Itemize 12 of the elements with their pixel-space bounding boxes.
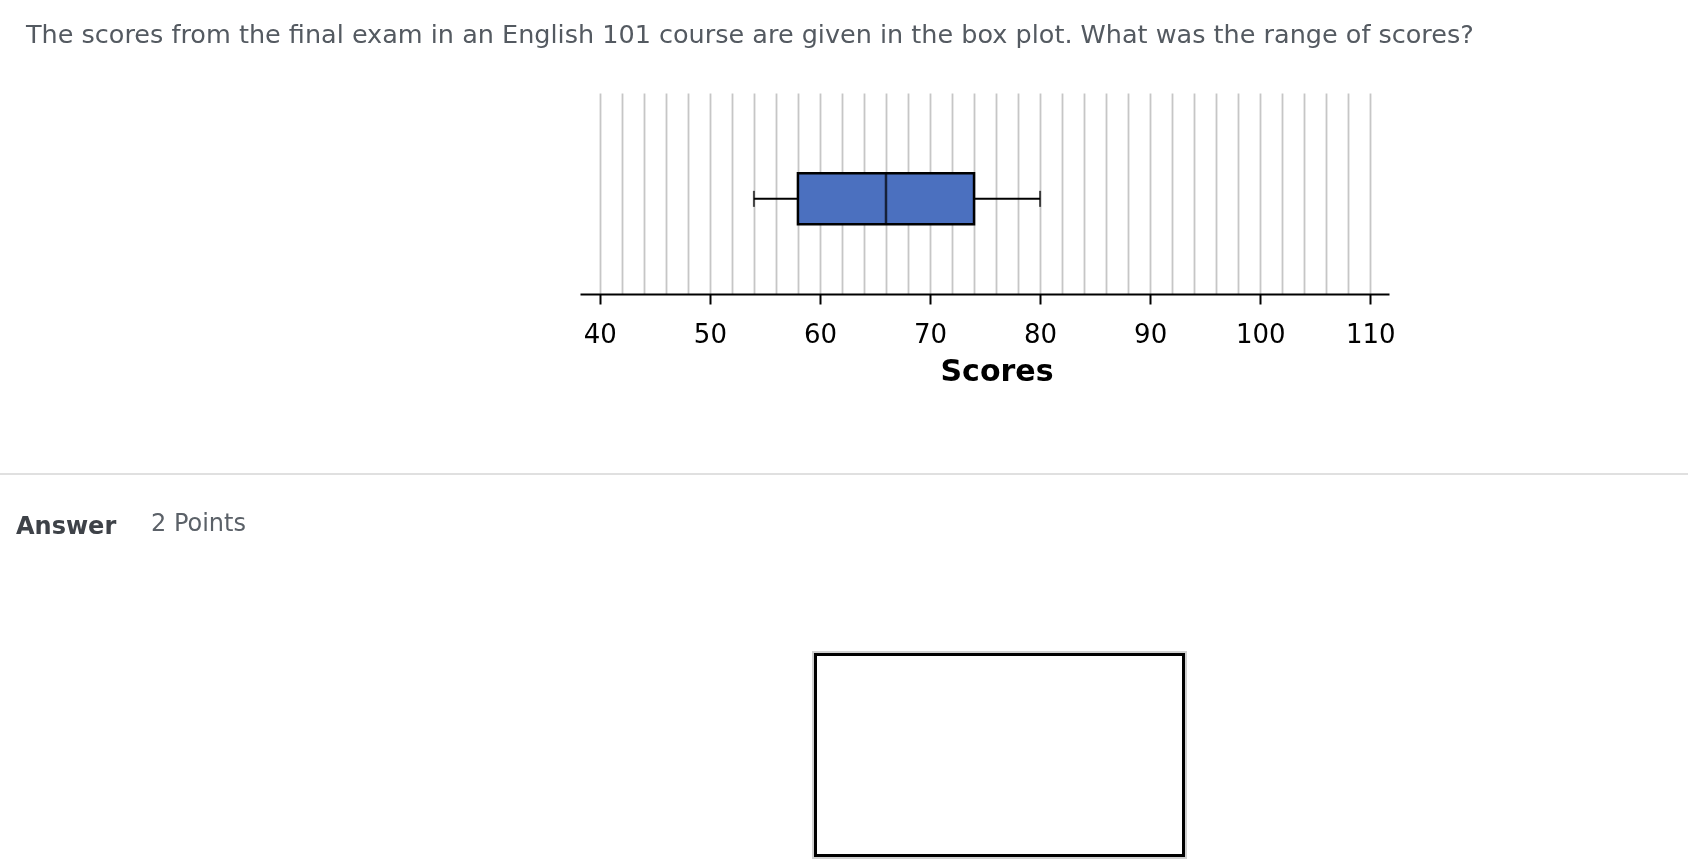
x-tick-label: 50 <box>693 318 727 349</box>
x-tick-label: 40 <box>583 318 617 349</box>
text: Answer <box>16 511 117 541</box>
x-axis-title: Scores <box>940 352 1054 388</box>
x-tick-label: 100 <box>1235 318 1286 349</box>
text: 2 Points <box>151 508 246 538</box>
x-tick-label: 60 <box>803 318 837 349</box>
x-tick-label: 110 <box>1345 318 1396 349</box>
chart-title: The scores from the final exam in an English 101 course are given in the box plot. What was the range of scores? <box>25 18 1474 49</box>
x-tick-label: 70 <box>913 318 948 349</box>
x-tick-label: 80 <box>1024 318 1058 349</box>
x-tick-label: 90 <box>1134 318 1168 349</box>
